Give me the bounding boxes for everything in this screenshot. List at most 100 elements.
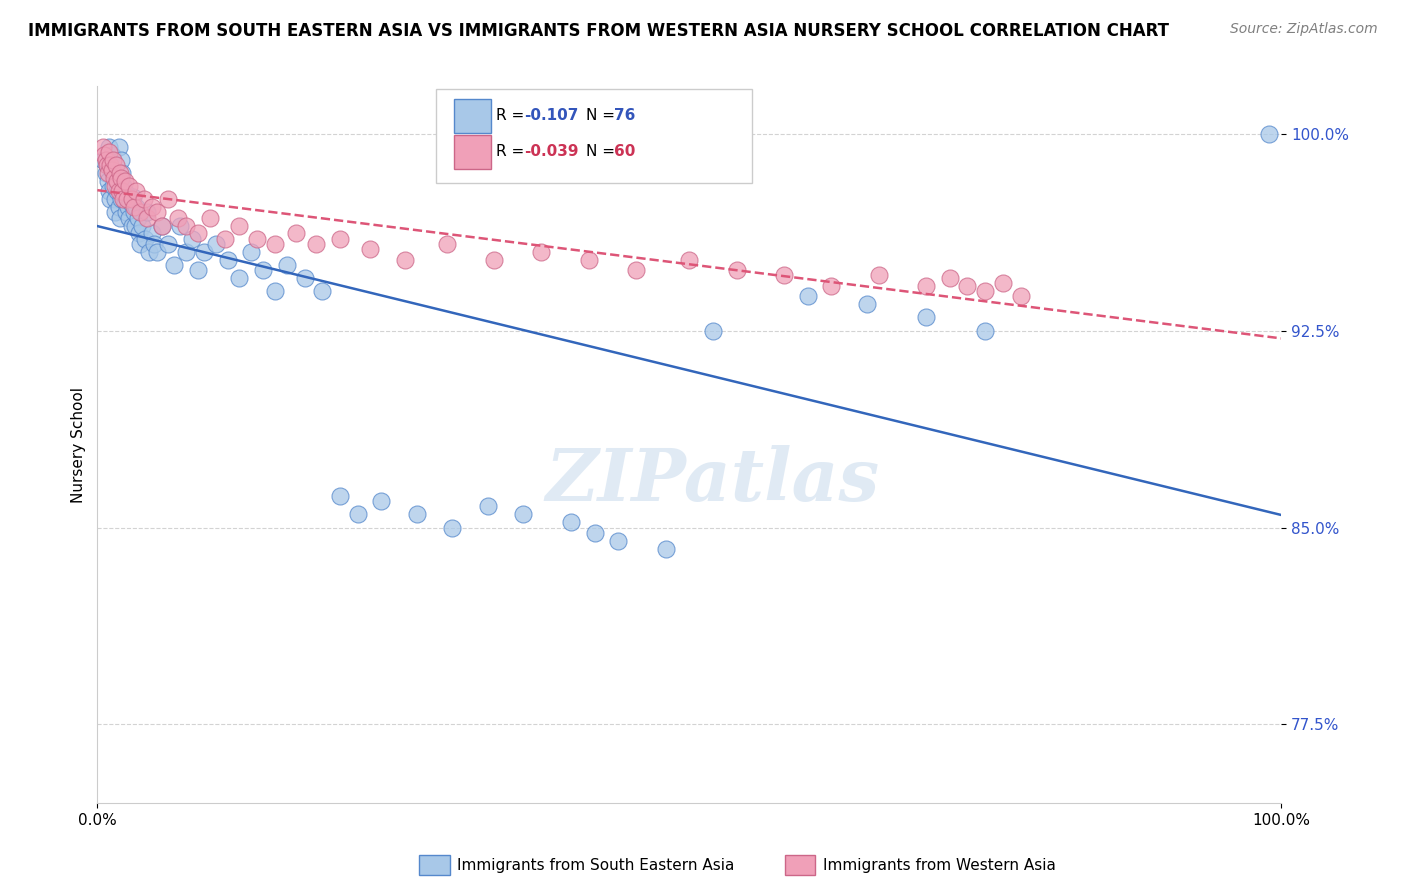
Point bbox=[174, 244, 197, 259]
Point bbox=[143, 236, 166, 251]
Point bbox=[121, 189, 143, 203]
Point bbox=[868, 268, 890, 283]
Point bbox=[436, 236, 458, 251]
Point bbox=[100, 158, 122, 172]
Text: N =: N = bbox=[586, 145, 620, 159]
Point bbox=[678, 252, 700, 267]
Point bbox=[129, 236, 152, 251]
Text: R =: R = bbox=[496, 145, 530, 159]
Text: -0.107: -0.107 bbox=[524, 109, 579, 123]
Point bbox=[112, 179, 135, 194]
Text: IMMIGRANTS FROM SOUTH EASTERN ASIA VS IMMIGRANTS FROM WESTERN ASIA NURSERY SCHOO: IMMIGRANTS FROM SOUTH EASTERN ASIA VS IM… bbox=[28, 22, 1170, 40]
Point bbox=[91, 140, 114, 154]
Point bbox=[107, 200, 129, 214]
Point bbox=[346, 508, 368, 522]
Point bbox=[108, 211, 131, 225]
Point bbox=[107, 174, 129, 188]
Point bbox=[108, 166, 131, 180]
Point bbox=[100, 147, 122, 161]
Point bbox=[166, 211, 188, 225]
Point bbox=[107, 185, 129, 199]
Point bbox=[152, 219, 174, 233]
Point bbox=[482, 252, 505, 267]
Point bbox=[956, 279, 979, 293]
Point bbox=[1258, 127, 1281, 141]
Point bbox=[152, 219, 174, 233]
Point bbox=[294, 271, 316, 285]
Point bbox=[198, 211, 221, 225]
Point bbox=[654, 541, 676, 556]
Point bbox=[132, 192, 155, 206]
Point bbox=[938, 271, 960, 285]
Point bbox=[991, 277, 1014, 291]
Text: R =: R = bbox=[496, 109, 530, 123]
Point bbox=[93, 147, 115, 161]
Point bbox=[578, 252, 600, 267]
Point bbox=[96, 158, 118, 172]
Point bbox=[141, 200, 163, 214]
Point bbox=[181, 232, 204, 246]
Point bbox=[111, 185, 134, 199]
Point bbox=[120, 194, 142, 209]
Point bbox=[121, 219, 143, 233]
Point bbox=[111, 166, 134, 180]
Point bbox=[157, 236, 180, 251]
Text: N =: N = bbox=[586, 109, 620, 123]
Point bbox=[124, 219, 146, 233]
Point bbox=[169, 219, 191, 233]
Point bbox=[915, 279, 938, 293]
Point bbox=[915, 310, 938, 325]
Point bbox=[702, 324, 724, 338]
Text: ZIPatlas: ZIPatlas bbox=[546, 445, 880, 516]
Point bbox=[91, 153, 114, 167]
Point bbox=[252, 263, 274, 277]
Point bbox=[97, 166, 120, 180]
Point bbox=[187, 227, 209, 241]
Point bbox=[112, 192, 135, 206]
Point bbox=[114, 174, 136, 188]
Point bbox=[118, 211, 141, 225]
Point bbox=[127, 211, 149, 225]
Point bbox=[607, 533, 630, 548]
Text: Immigrants from Western Asia: Immigrants from Western Asia bbox=[823, 858, 1056, 872]
Text: Source: ZipAtlas.com: Source: ZipAtlas.com bbox=[1230, 22, 1378, 37]
Point bbox=[105, 171, 128, 186]
Point bbox=[311, 284, 333, 298]
Point bbox=[796, 289, 818, 303]
Point bbox=[98, 185, 121, 199]
Point bbox=[228, 271, 250, 285]
Point bbox=[107, 185, 129, 199]
Point bbox=[1010, 289, 1032, 303]
Point bbox=[359, 242, 381, 256]
Point bbox=[441, 520, 464, 534]
Point bbox=[103, 166, 125, 180]
Point bbox=[107, 140, 129, 154]
Point bbox=[974, 284, 997, 298]
Point bbox=[246, 232, 269, 246]
Point bbox=[174, 219, 197, 233]
Point bbox=[163, 258, 186, 272]
Point bbox=[820, 279, 842, 293]
Point bbox=[141, 227, 163, 241]
Point bbox=[773, 268, 796, 283]
Point bbox=[125, 200, 148, 214]
Point bbox=[240, 244, 263, 259]
Point bbox=[98, 140, 121, 154]
Point bbox=[110, 192, 132, 206]
Point bbox=[129, 205, 152, 219]
Point bbox=[94, 166, 117, 180]
Point bbox=[115, 187, 138, 202]
Point bbox=[104, 205, 127, 219]
Point bbox=[855, 297, 877, 311]
Point bbox=[122, 200, 145, 214]
Point bbox=[105, 158, 128, 172]
Point bbox=[121, 192, 143, 206]
Point bbox=[974, 324, 997, 338]
Point bbox=[560, 515, 582, 529]
Point bbox=[136, 211, 159, 225]
Point bbox=[145, 205, 167, 219]
Point bbox=[329, 232, 352, 246]
Point bbox=[100, 163, 122, 178]
Point bbox=[104, 179, 127, 194]
Y-axis label: Nursery School: Nursery School bbox=[72, 387, 86, 503]
